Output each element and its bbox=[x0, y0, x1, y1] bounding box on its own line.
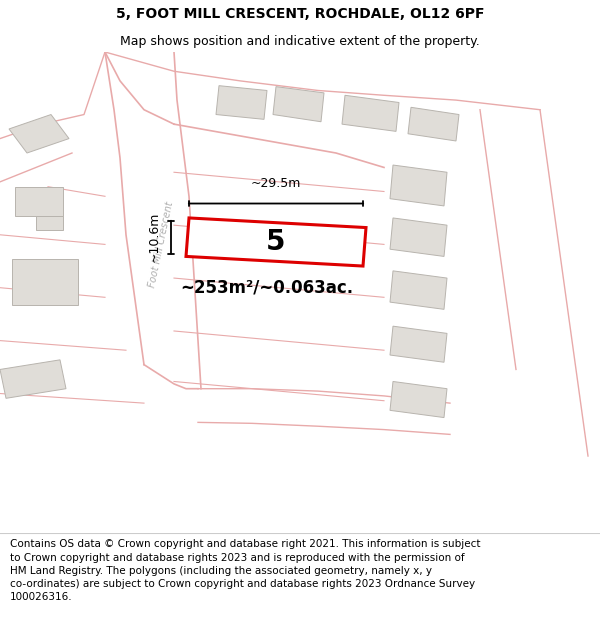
Polygon shape bbox=[408, 107, 459, 141]
Polygon shape bbox=[390, 218, 447, 256]
Polygon shape bbox=[390, 271, 447, 309]
Polygon shape bbox=[0, 360, 66, 398]
Polygon shape bbox=[390, 326, 447, 362]
Text: 5: 5 bbox=[266, 228, 286, 256]
Text: ~253m²/~0.063ac.: ~253m²/~0.063ac. bbox=[180, 279, 353, 297]
Polygon shape bbox=[12, 259, 78, 304]
Text: ~10.6m: ~10.6m bbox=[147, 212, 160, 262]
Text: 5, FOOT MILL CRESCENT, ROCHDALE, OL12 6PF: 5, FOOT MILL CRESCENT, ROCHDALE, OL12 6P… bbox=[116, 6, 484, 21]
Text: Foot Mill Crescent: Foot Mill Crescent bbox=[147, 201, 175, 288]
Text: Map shows position and indicative extent of the property.: Map shows position and indicative extent… bbox=[120, 35, 480, 48]
Polygon shape bbox=[216, 86, 267, 119]
Polygon shape bbox=[36, 216, 63, 230]
Polygon shape bbox=[342, 95, 399, 131]
Polygon shape bbox=[390, 165, 447, 206]
Text: ~29.5m: ~29.5m bbox=[251, 177, 301, 190]
Polygon shape bbox=[15, 187, 63, 216]
Polygon shape bbox=[186, 218, 366, 266]
Polygon shape bbox=[390, 381, 447, 418]
Polygon shape bbox=[9, 114, 69, 153]
Text: Contains OS data © Crown copyright and database right 2021. This information is : Contains OS data © Crown copyright and d… bbox=[10, 539, 480, 602]
Polygon shape bbox=[273, 87, 324, 122]
